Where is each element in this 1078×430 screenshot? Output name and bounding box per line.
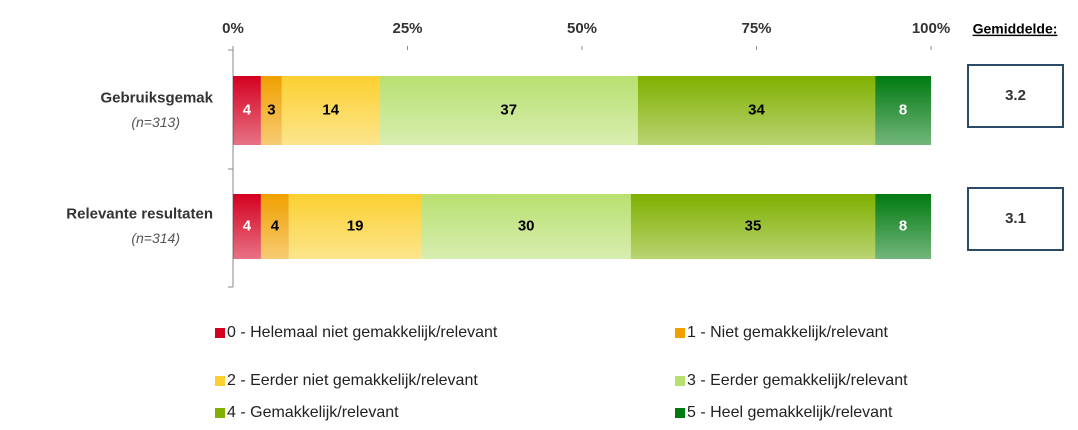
bar-segment [630, 194, 876, 259]
data-label: 30 [518, 217, 535, 234]
data-label: 8 [899, 217, 907, 234]
data-label: 19 [347, 217, 364, 234]
legend-label: 1 - Niet gemakkelijk/relevant [687, 324, 889, 341]
legend-marker [675, 376, 685, 386]
x-tick-label: 50% [567, 20, 597, 37]
legend-label: 5 - Heel gemakkelijk/relevant [687, 404, 893, 421]
bar-segment [260, 76, 282, 145]
data-label: 34 [748, 101, 765, 118]
bar-segment [233, 194, 261, 259]
bar-segment [421, 194, 631, 259]
x-tick-label: 25% [392, 20, 422, 37]
category-label: Relevante resultaten [66, 205, 213, 222]
bar-segment [260, 194, 289, 259]
bar-segment [233, 76, 261, 145]
bar-segment [379, 76, 638, 145]
bar-segment [875, 194, 931, 259]
legend-label: 4 - Gemakkelijk/relevant [227, 404, 399, 421]
legend-marker [215, 328, 225, 338]
x-tick-label: 0% [222, 20, 244, 37]
legend-marker [675, 328, 685, 338]
data-label: 14 [322, 101, 339, 118]
category-label: Gebruiksgemak [100, 89, 213, 106]
legend-label: 0 - Helemaal niet gemakkelijk/relevant [227, 324, 498, 341]
data-label: 35 [745, 217, 762, 234]
data-label: 4 [271, 217, 280, 234]
bar-segment [875, 76, 931, 145]
data-label: 3 [267, 101, 275, 118]
category-note: (n=314) [131, 230, 180, 246]
data-label: 4 [243, 217, 252, 234]
average-value: 3.2 [1005, 87, 1026, 104]
bar-segment [637, 76, 876, 145]
data-label: 8 [899, 101, 907, 118]
data-label: 37 [500, 101, 517, 118]
x-tick-label: 75% [741, 20, 771, 37]
data-label: 4 [243, 101, 252, 118]
legend-label: 2 - Eerder niet gemakkelijk/relevant [227, 372, 478, 389]
bar-segment [281, 76, 380, 145]
average-box [967, 64, 1064, 128]
bar-segment [288, 194, 422, 259]
average-box [967, 187, 1064, 251]
average-title: Gemiddelde: [973, 21, 1058, 37]
legend-marker [675, 408, 685, 418]
legend-marker [215, 376, 225, 386]
category-note: (n=313) [131, 114, 180, 130]
x-tick-label: 100% [912, 20, 950, 37]
legend-label: 3 - Eerder gemakkelijk/relevant [687, 372, 908, 389]
legend-marker [215, 408, 225, 418]
average-value: 3.1 [1005, 210, 1026, 227]
